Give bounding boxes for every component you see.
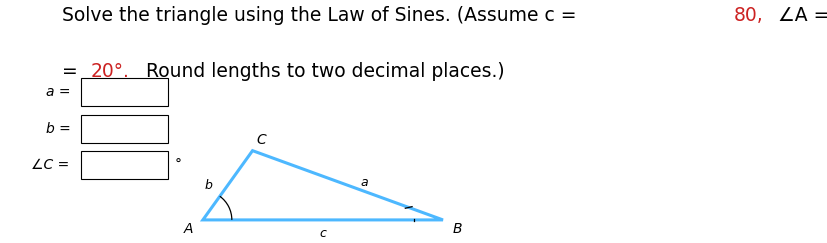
- Text: c: c: [319, 227, 326, 240]
- Text: a =: a =: [45, 85, 70, 99]
- Text: b =: b =: [45, 122, 70, 136]
- Text: 80,: 80,: [733, 6, 762, 25]
- Text: Solve the triangle using the Law of Sines. (Assume c =: Solve the triangle using the Law of Sine…: [62, 6, 582, 25]
- Text: ∠A =: ∠A =: [771, 6, 827, 25]
- Text: C: C: [256, 133, 266, 147]
- Text: A: A: [184, 222, 193, 236]
- Text: Round lengths to two decimal places.): Round lengths to two decimal places.): [140, 62, 504, 81]
- Text: 20°.: 20°.: [90, 62, 129, 81]
- Text: B: B: [452, 222, 461, 236]
- FancyBboxPatch shape: [81, 78, 168, 106]
- Text: b: b: [204, 179, 213, 192]
- FancyBboxPatch shape: [81, 151, 168, 179]
- Text: ∠C =: ∠C =: [31, 158, 69, 172]
- FancyBboxPatch shape: [81, 115, 168, 143]
- Text: a: a: [360, 176, 367, 189]
- Text: °: °: [174, 158, 181, 172]
- Text: =: =: [62, 62, 84, 81]
